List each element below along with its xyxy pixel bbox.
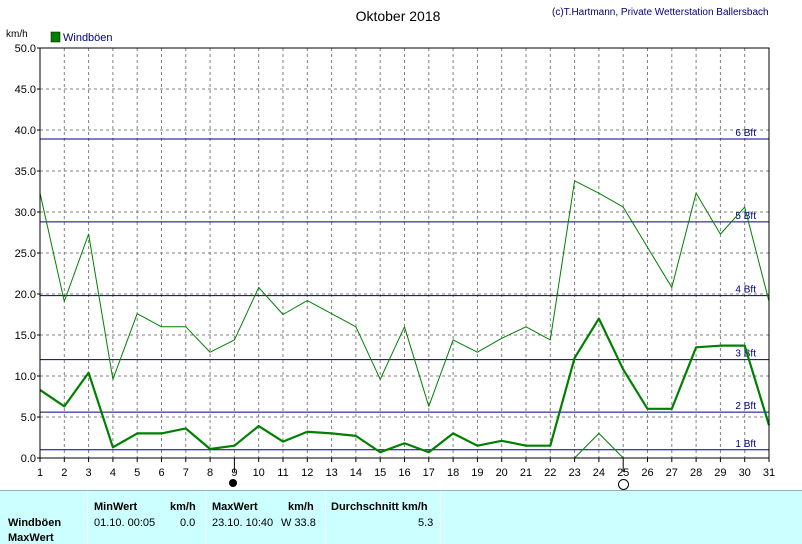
y-tick-label: 15.0 — [15, 330, 36, 342]
max-value: W 33.8 — [281, 517, 316, 529]
beaufort-label: 2 Bft — [735, 401, 756, 412]
x-tick-label: 4 — [110, 467, 116, 479]
min-header: MinWert — [94, 501, 138, 513]
series-line-secondary — [39, 180, 770, 407]
max-unit: km/h — [288, 501, 314, 513]
beaufort-reference-lines: 1 Bft 2 Bft 3 Bft 4 Bft 5 Bft 6 Bft — [40, 128, 769, 451]
new-moon-icon — [618, 479, 630, 490]
plot-frame — [39, 47, 770, 459]
chart-title: Oktober 2018 — [356, 8, 441, 24]
x-tick-label: 8 — [207, 467, 213, 479]
x-tick-label: 12 — [301, 467, 313, 479]
series-line-secondary — [574, 432, 624, 459]
beaufort-label: 6 Bft — [735, 128, 756, 139]
x-tick-label: 13 — [325, 467, 337, 479]
avg-value: 5.3 — [418, 517, 434, 529]
x-tick-label: 31 — [763, 467, 775, 479]
y-tick-label: 35.0 — [15, 166, 36, 178]
beaufort-label: 4 Bft — [735, 285, 756, 296]
x-tick-label: 23 — [568, 467, 580, 479]
x-tick-label: 6 — [158, 467, 164, 479]
x-tick-label: 26 — [641, 467, 653, 479]
axes: 0.0 5.0 10.0 15.0 20.0 25.0 30.0 35.0 40.0 45.0 50… — [15, 43, 776, 479]
x-tick-label: 21 — [520, 467, 532, 479]
legend-label: Windböen — [63, 32, 113, 44]
row-label-windboeen: Windböen — [8, 517, 62, 529]
grid — [40, 48, 769, 458]
max-header: MaxWert — [212, 501, 258, 513]
y-tick-label: 50.0 — [15, 43, 36, 55]
y-tick-label: 25.0 — [15, 248, 36, 260]
x-tick-label: 28 — [690, 467, 702, 479]
row-label-maxwert: MaxWert — [8, 532, 54, 544]
x-tick-label: 17 — [423, 467, 435, 479]
beaufort-label: 3 Bft — [735, 349, 756, 360]
x-tick-label: 30 — [739, 467, 751, 479]
wind-gust-chart: 1 Bft 2 Bft 3 Bft 4 Bft 5 Bft 6 Bft 0.0 5.0 10.… — [6, 7, 776, 479]
x-tick-label: 11 — [277, 467, 288, 479]
x-tick-label: 5 — [134, 467, 140, 479]
full-moon-icon — [229, 479, 238, 487]
y-tick-label: 0.0 — [21, 453, 36, 465]
avg-header: Durchschnitt km/h — [331, 501, 428, 513]
x-tick-label: 14 — [350, 467, 362, 479]
x-tick-label: 15 — [374, 467, 386, 479]
x-tick-label: 22 — [544, 467, 556, 479]
y-axis-unit-label: km/h — [6, 29, 28, 40]
y-tick-label: 30.0 — [15, 207, 36, 219]
x-tick-label: 24 — [593, 467, 605, 479]
legend-swatch — [50, 31, 61, 43]
x-tick-label: 19 — [471, 467, 483, 479]
x-tick-label: 29 — [714, 467, 726, 479]
beaufort-label: 1 Bft — [735, 439, 756, 450]
x-tick-label: 2 — [61, 467, 67, 479]
x-tick-label: 20 — [496, 467, 508, 479]
x-tick-label: 16 — [398, 467, 410, 479]
x-tick-label: 1 — [37, 467, 43, 479]
x-tick-label: 9 — [231, 467, 237, 479]
series-line-windboeen — [39, 317, 771, 454]
min-value: 0.0 — [180, 517, 196, 529]
x-tick-label: 27 — [666, 467, 678, 479]
series-lines — [39, 180, 771, 459]
y-tick-label: 45.0 — [15, 84, 36, 96]
beaufort-label: 5 Bft — [735, 211, 756, 222]
min-datetime: 01.10. 00:05 — [94, 517, 156, 529]
copyright-text: (c)T.Hartmann, Private Wetterstation Bal… — [552, 7, 769, 18]
summary-panel: Windböen MaxWert MinWert km/h 01.10. 00:… — [0, 490, 802, 544]
max-datetime: 23.10. 10:40 — [212, 517, 274, 529]
min-unit: km/h — [170, 501, 196, 513]
x-tick-label: 3 — [86, 467, 92, 479]
x-tick-label: 25 — [617, 467, 629, 479]
x-tick-label: 10 — [253, 467, 265, 479]
y-tick-label: 5.0 — [21, 412, 36, 424]
y-tick-label: 40.0 — [15, 125, 36, 137]
x-tick-label: 18 — [447, 467, 459, 479]
y-tick-label: 20.0 — [15, 289, 36, 301]
x-tick-label: 7 — [183, 467, 189, 479]
y-tick-label: 10.0 — [15, 371, 36, 383]
